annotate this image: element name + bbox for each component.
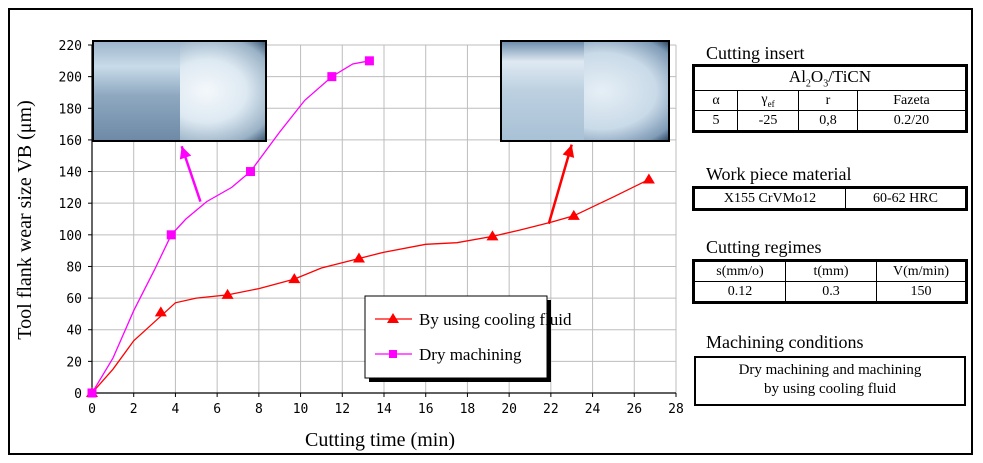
y-tick-label: 120 (59, 197, 82, 212)
data-point-cooling (486, 230, 499, 241)
x-tick-label: 4 (172, 402, 180, 417)
workpiece-table: X155 CrVMo12 60-62 HRC (692, 186, 968, 211)
chart-annotations (179, 144, 575, 225)
y-tick-label: 40 (66, 324, 82, 339)
regime-header-t: t(mm) (785, 261, 877, 282)
data-point-cooling (642, 173, 655, 184)
legend-label-cooling: By using cooling fluid (419, 310, 572, 329)
y-tick-label: 200 (59, 71, 82, 86)
machining-conditions-box: Dry machining and machining by using coo… (694, 356, 966, 406)
x-axis-label: Cutting time (min) (305, 429, 455, 451)
regime-value-v: 150 (876, 281, 966, 302)
data-point-dry (364, 56, 374, 66)
cutting-regimes-title: Cutting regimes (706, 237, 822, 257)
cutting-insert-title: Cutting insert (706, 43, 805, 63)
x-tick-label: 16 (418, 402, 434, 417)
data-point-dry (166, 230, 176, 240)
cutting-regimes-table: s(mm/o) t(mm) V(m/min) 0.12 0.3 150 (692, 259, 968, 304)
y-tick-label: 80 (66, 260, 82, 275)
x-tick-label: 8 (255, 402, 263, 417)
chart-legend: By using cooling fluid Dry machining (364, 295, 572, 382)
y-tick-label: 60 (66, 292, 82, 307)
data-point-cooling (352, 252, 365, 263)
workpiece-title: Work piece material (706, 164, 852, 184)
y-tick-label: 20 (66, 355, 82, 370)
insert-header-alpha: α (694, 90, 738, 111)
data-point-dry (327, 72, 337, 82)
machining-conditions-line-1: Dry machining and machining (738, 362, 922, 378)
x-tick-label: 20 (501, 402, 517, 417)
x-tick-label: 6 (213, 402, 221, 417)
x-tick-label: 24 (585, 402, 601, 417)
y-tick-label: 160 (59, 134, 82, 149)
chart-series (86, 56, 655, 398)
x-tick-label: 26 (626, 402, 642, 417)
machining-conditions-title: Machining conditions (706, 332, 864, 352)
x-tick-labels: 0 2 4 6 8 10 12 14 16 18 20 22 24 26 28 (88, 402, 684, 417)
insert-value-r: 0,8 (798, 110, 858, 131)
data-point-cooling (567, 209, 580, 220)
data-point-cooling (221, 288, 234, 299)
annotation-arrow-cooling-head (562, 144, 575, 158)
x-tick-label: 14 (376, 402, 392, 417)
cutting-insert-table: Al2O3/TiCN α γef r Fazeta 5 -25 0,8 0.2/… (692, 64, 968, 133)
legend-box (364, 295, 548, 379)
workpiece-material: X155 CrVMo12 (694, 188, 846, 209)
data-point-cooling (154, 306, 167, 317)
x-tick-label: 2 (130, 402, 138, 417)
insert-value-alpha: 5 (694, 110, 738, 131)
data-point-dry (87, 388, 97, 398)
y-tick-label: 220 (59, 39, 82, 54)
insert-header-r: r (798, 90, 858, 111)
regime-value-s: 0.12 (694, 281, 786, 302)
insert-header-gamma: γef (737, 90, 799, 111)
insert-header-fazeta: Fazeta (857, 90, 966, 111)
x-tick-label: 18 (460, 402, 476, 417)
x-tick-label: 28 (668, 402, 684, 417)
figure-frame (8, 8, 973, 455)
machining-conditions-line-2: by using cooling fluid (763, 381, 897, 397)
annotation-arrow-dry-head (179, 146, 192, 160)
data-point-dry (246, 167, 256, 177)
insert-value-fazeta: 0.2/20 (857, 110, 966, 131)
x-tick-label: 0 (88, 402, 96, 417)
series-line-0 (91, 178, 650, 394)
data-point-cooling (288, 273, 301, 284)
y-tick-label: 180 (59, 102, 82, 117)
legend-label-dry: Dry machining (419, 345, 522, 364)
x-tick-label: 12 (334, 402, 350, 417)
tool-wear-photo-cooling (500, 40, 670, 142)
regime-header-v: V(m/min) (876, 261, 966, 282)
legend-marker-dry (389, 350, 397, 358)
x-tick-label: 22 (543, 402, 559, 417)
insert-material: Al2O3/TiCN (694, 66, 966, 91)
tool-wear-photo-dry (92, 40, 267, 142)
y-tick-label: 140 (59, 166, 82, 181)
legend-marker-cooling (387, 313, 399, 323)
y-axis-label: Tool flank wear size VB (μm) (14, 100, 36, 339)
regime-value-t: 0.3 (785, 281, 877, 302)
workpiece-hardness: 60-62 HRC (845, 188, 966, 209)
y-tick-label: 0 (74, 387, 82, 402)
annotation-arrow-cooling (547, 144, 573, 225)
insert-value-gamma: -25 (737, 110, 799, 131)
y-tick-label: 100 (59, 229, 82, 244)
y-tick-labels: 0 20 40 60 80 100 120 140 160 180 200 220 (59, 39, 82, 402)
regime-header-s: s(mm/o) (694, 261, 786, 282)
x-tick-label: 10 (293, 402, 309, 417)
